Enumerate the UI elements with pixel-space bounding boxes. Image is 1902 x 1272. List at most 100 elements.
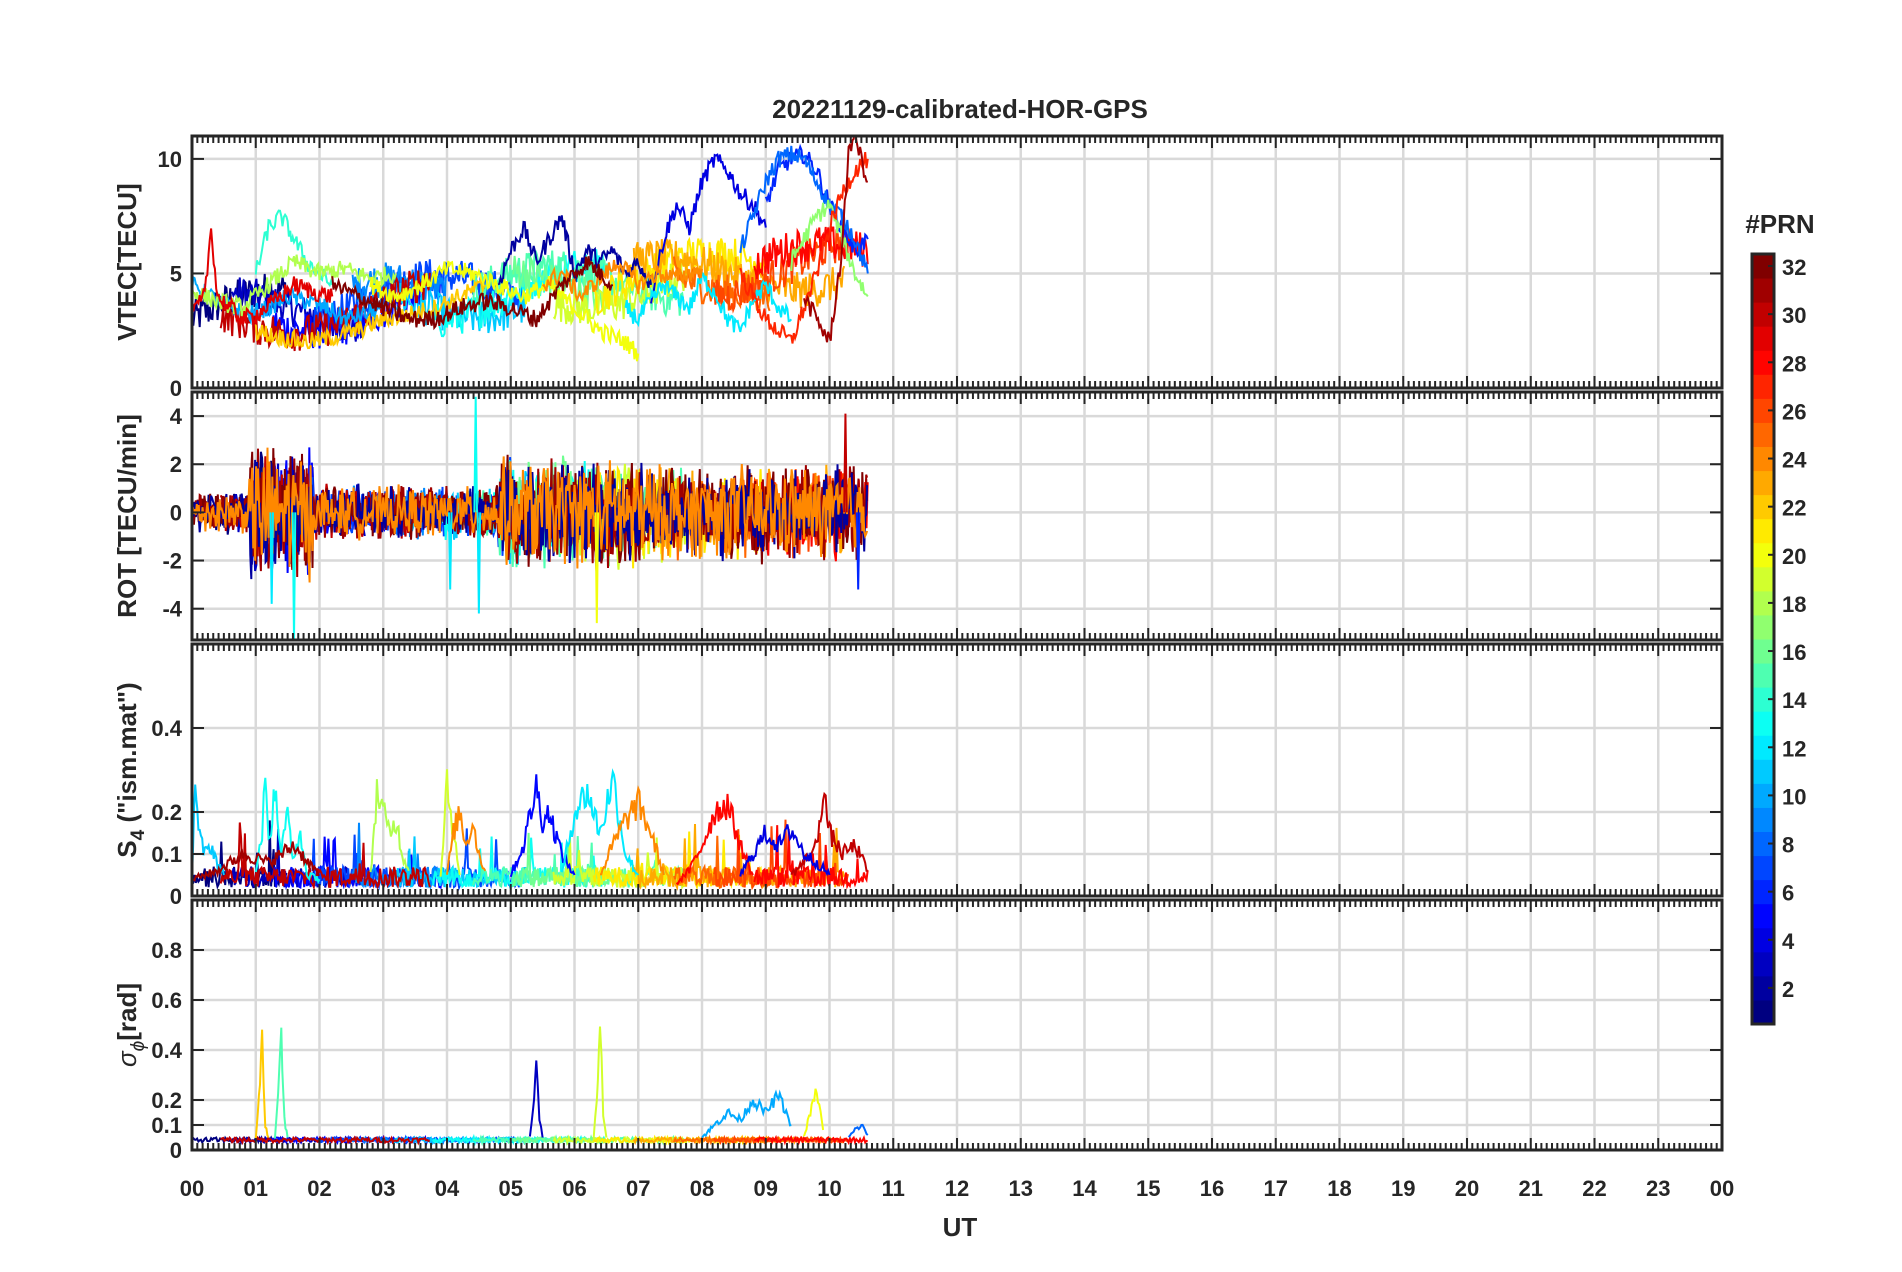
y-tick-label: 5 [170,261,182,286]
panel-4-ticks [191,900,1723,1151]
colorbar-tick-label: 18 [1782,592,1806,617]
colorbar-tick-label: 12 [1782,736,1806,761]
series-prn-28 [753,825,869,890]
series-prn-15 [273,1027,289,1139]
panel-2-ticks [191,392,1723,640]
colorbar-segment [1752,639,1774,664]
x-tick-label: 10 [817,1176,841,1201]
colorbar-tick-label: 30 [1782,303,1806,328]
colorbar-tick-label: 8 [1782,833,1794,858]
series-prn-17 [790,199,869,297]
x-tick-label: 04 [435,1176,460,1201]
colorbar-segment [1752,999,1774,1025]
x-tick-label: 09 [754,1176,778,1201]
colorbar-tick-label: 20 [1782,544,1806,569]
colorbar-segment [1752,518,1774,544]
series-prn-4 [650,153,767,304]
colorbar-segment [1752,783,1774,808]
x-tick-label: 22 [1582,1176,1606,1201]
panel-2: -4 -2 0 2 4 ROT [TECU/min] [112,390,1724,642]
panel-1-y-label: VTEC[TECU] [112,183,142,340]
colorbar-tick-label: 24 [1782,448,1807,473]
series-prn-28 [753,1134,869,1146]
colorbar-frame [1750,252,1776,1026]
colorbar-segment [1752,422,1774,447]
x-tick-label: 00 [180,1176,204,1201]
colorbar-segment [1752,975,1774,1001]
series-prn-30 [790,791,868,876]
colorbar-segment [1752,614,1774,640]
x-tick-label: 01 [244,1176,268,1201]
series-prn-20 [369,260,640,362]
x-tick-label: 11 [882,1176,905,1201]
colorbar-segment [1752,879,1774,905]
spike-prn-12 [476,512,482,614]
y-tick-label: 0.2 [151,1088,182,1113]
colorbar-segment [1752,855,1774,881]
colorbar-segment [1752,951,1774,977]
y-tick-label: 0.4 [151,1038,182,1063]
y-tick-label: 4 [170,404,183,429]
series-prn-3 [528,1060,544,1138]
series-prn-19 [592,1026,608,1140]
colorbar-tick-label: 32 [1782,255,1806,280]
panel-4: 00.10.2 0.4 0.6 0.8σϕ[rad] [112,898,1724,1163]
series-prn-18 [369,779,410,873]
y-tick-label: 0.8 [151,938,182,963]
colorbar-segment [1752,807,1774,832]
colorbar-tick-label: 10 [1782,784,1806,809]
colorbar-segment [1752,350,1774,375]
panel-4-y-label: σϕ[rad] [112,983,149,1067]
series-prn-31 [192,841,320,882]
colorbar-segment [1752,566,1774,592]
panel-3-plot [192,768,869,892]
colorbar-segment [1752,759,1774,784]
colorbar-tick-label: 2 [1782,977,1794,1002]
spike-prn-12 [269,512,274,604]
x-tick-label: 03 [371,1176,395,1201]
series-prn-8 [739,145,869,274]
x-tick-label: 18 [1327,1176,1351,1201]
colorbar-segment [1752,663,1774,688]
y-tick-label: 0.2 [151,800,182,825]
colorbar-tick-label: 22 [1782,496,1806,521]
series-prn-24 [446,806,487,875]
y-tick-label: 0.1 [151,1113,182,1138]
x-tick-label: 17 [1264,1176,1288,1201]
x-tick-label: 20 [1455,1176,1479,1201]
spike-prn-6 [855,512,861,590]
y-tick-label: 2 [170,452,182,477]
series-prn-31 [803,136,869,343]
y-tick-label: 0 [170,500,182,525]
panel-1: 0 5 10 VTEC[TECU] [112,134,1724,401]
colorbar-segment [1752,326,1774,351]
figure-title: 20221129-calibrated-HOR-GPS [772,94,1148,124]
colorbar-tick-label: 6 [1782,881,1794,906]
x-tick-label: 16 [1200,1176,1224,1201]
series-prn-19 [439,769,461,877]
colorbar-segment [1752,590,1774,616]
colorbar-segment [1752,302,1774,327]
series-prn-13 [254,777,321,885]
panel-1-ticks [191,136,1723,389]
y-tick-label: 0 [170,884,182,909]
colorbar-tick-label: 4 [1782,929,1795,954]
colorbar-tick-label: 26 [1782,399,1806,424]
panel-3-grid [192,644,1722,896]
series-prn-23 [632,236,846,308]
series-prn-29 [192,228,334,327]
series-prn-22 [254,279,487,350]
y-tick-label: 10 [158,147,182,172]
y-tick-label: 0 [170,376,182,401]
series-prn-26 [713,223,849,314]
colorbar-tick-label: 28 [1782,351,1806,376]
colorbar-segment [1752,542,1774,568]
x-tick-label: 00 [1710,1176,1734,1201]
x-tick-label: 14 [1072,1176,1097,1201]
colorbar-segment [1752,494,1774,520]
x-tick-label: 13 [1009,1176,1033,1201]
colorbar-label: #PRN [1745,209,1814,239]
